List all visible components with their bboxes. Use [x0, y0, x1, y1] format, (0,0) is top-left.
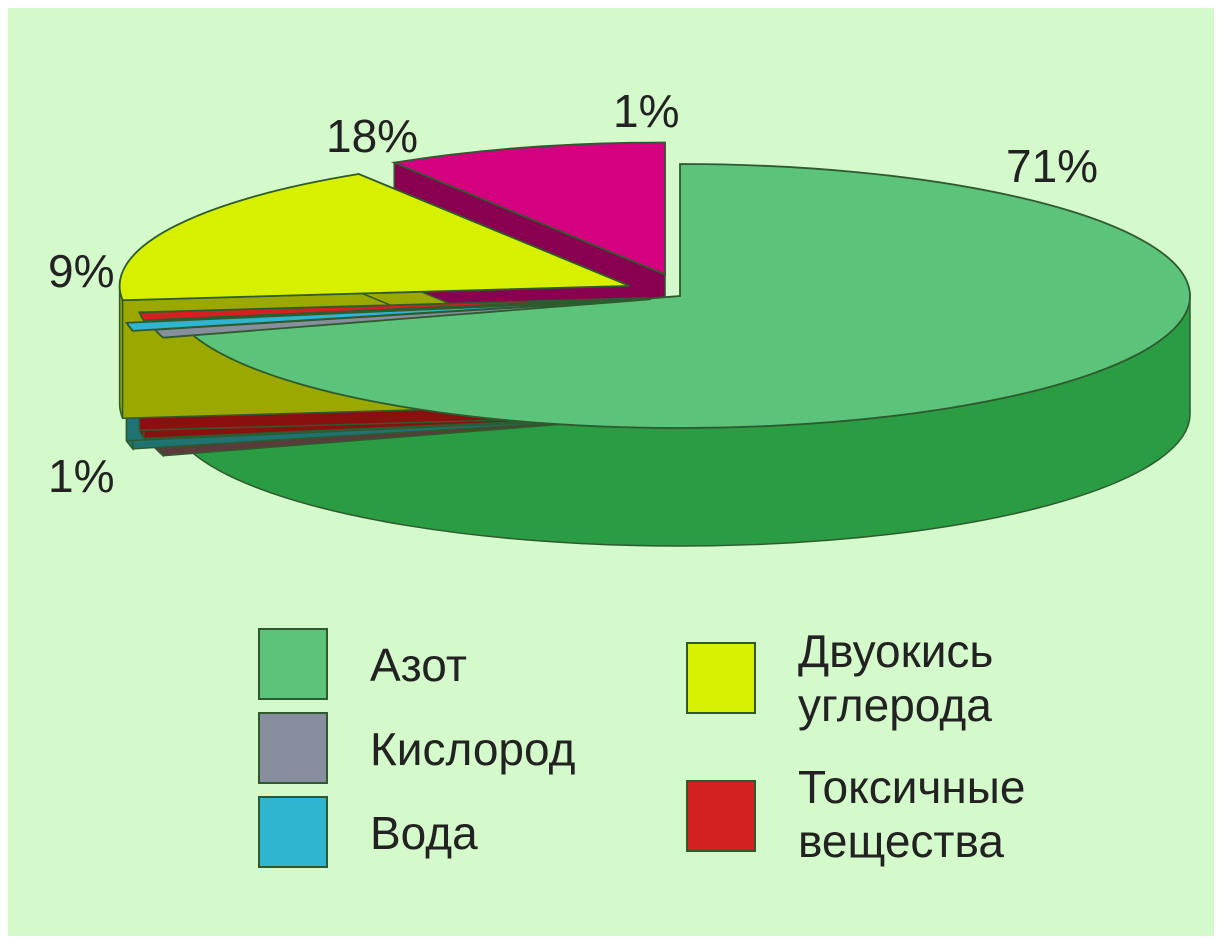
slice-label-magenta: 9%	[48, 245, 115, 297]
legend-label-co2-line2: углерода	[798, 679, 992, 731]
legend-label-kislorod: Кислород	[370, 723, 576, 775]
slice-label-co2: 18%	[326, 110, 419, 162]
legend-label-toxic-line2: вещества	[798, 815, 1004, 867]
legend-swatch-toxic	[686, 780, 756, 852]
pie-slice-co2	[118, 173, 630, 302]
pie-slice-azot	[189, 163, 1191, 429]
slice-label-water: 1%	[48, 450, 115, 502]
pie-slice-voda	[124, 299, 630, 332]
pie-chart	[118, 141, 1191, 547]
legend-label-co2-line1: Двуокись	[798, 625, 994, 677]
pie-tops	[118, 141, 1191, 429]
slice-label-azot: 71%	[1006, 140, 1099, 192]
chart-panel: 71% 1% 18% 9% 1% Азот Кислород Вода Двуо…	[8, 8, 1214, 936]
pie-slice-magenta	[390, 141, 666, 276]
legend-label-toxic-line1: Токсичные	[798, 761, 1026, 813]
slice-label-toxic: 1%	[613, 85, 680, 137]
legend-swatch-co2	[686, 642, 756, 714]
legend-swatch-voda	[258, 796, 328, 868]
pie-slice-toxic	[138, 297, 647, 322]
legend-label-azot: Азот	[370, 639, 467, 691]
legend-label-voda: Вода	[370, 807, 478, 859]
legend-swatch-azot	[258, 628, 328, 700]
legend-swatch-kislorod	[258, 712, 328, 784]
